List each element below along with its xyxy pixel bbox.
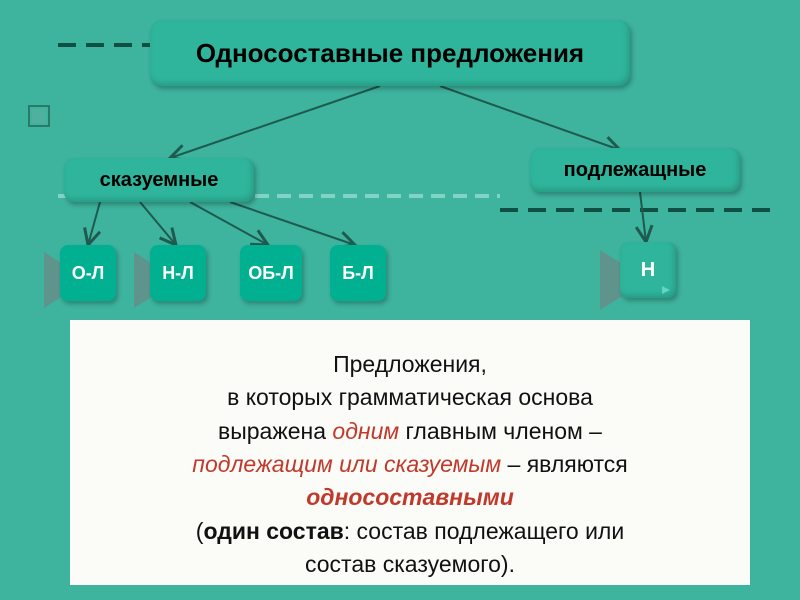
leaf-label: ОБ-Л <box>248 263 294 284</box>
definition-line: состав сказуемого). <box>110 548 710 581</box>
leaf-label: Н-Л <box>162 263 194 284</box>
arrow-icon <box>662 286 670 294</box>
definition-line: (один состав: состав подлежащего или <box>110 515 710 548</box>
definition-panel: Предложения, в которых грамматическая ос… <box>70 320 750 585</box>
branch-right-label: подлежащные <box>564 159 707 182</box>
branch-right-node: подлежащные <box>530 148 740 192</box>
root-node: Односоставные предложения <box>150 20 630 86</box>
definition-line: односоставными <box>110 481 710 514</box>
leaf-nl-node: Н-Л <box>150 245 206 301</box>
leaf-label: Б-Л <box>342 263 374 284</box>
leaf-label: Н <box>641 259 655 282</box>
branch-left-label: сказуемные <box>100 169 219 192</box>
definition-line: Предложения, <box>110 348 710 381</box>
definition-line: в которых грамматическая основа <box>110 381 710 414</box>
bullet-icon <box>28 105 50 127</box>
leaf-n-node: Н <box>620 242 676 298</box>
definition-line: выражена одним главным членом – <box>110 415 710 448</box>
leaf-ol-node: О-Л <box>60 245 116 301</box>
leaf-obl-node: ОБ-Л <box>240 245 302 301</box>
leaf-label: О-Л <box>72 263 105 284</box>
root-label: Односоставные предложения <box>196 38 584 69</box>
branch-left-node: сказуемные <box>64 158 254 202</box>
leaf-bl-node: Б-Л <box>330 245 386 301</box>
definition-line: подлежащим или сказуемым – являются <box>110 448 710 481</box>
